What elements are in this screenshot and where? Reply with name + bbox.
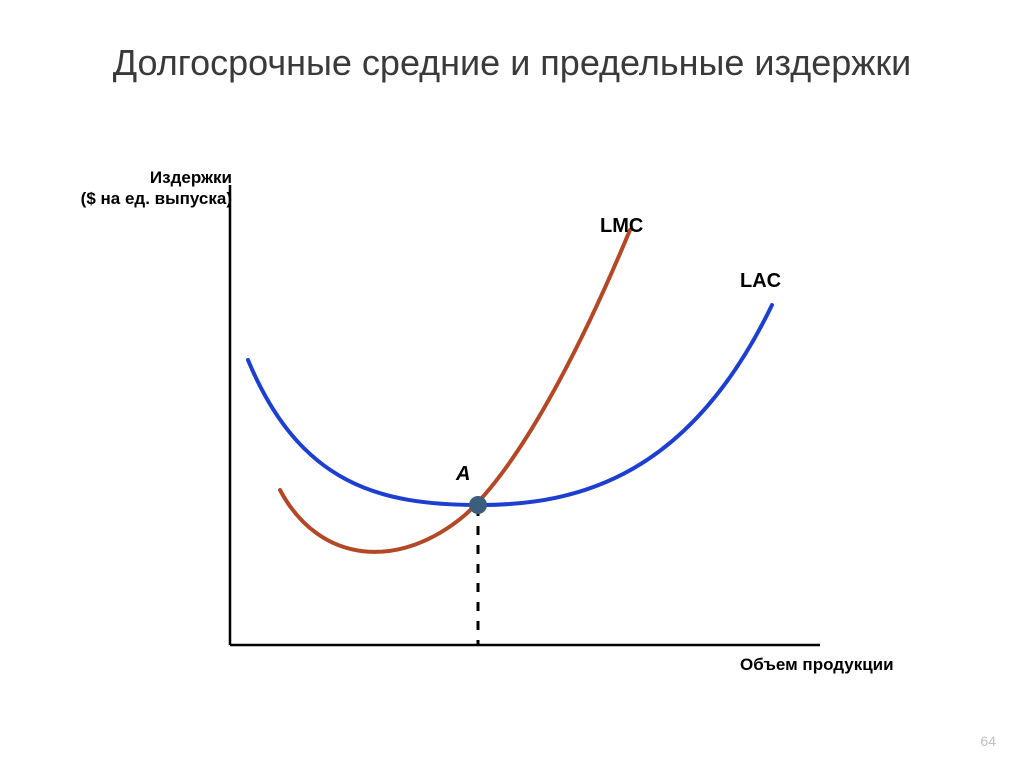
lac-label: LAC	[740, 270, 781, 293]
page-title: Долгосрочные средние и предельные издерж…	[0, 40, 1024, 85]
x-axis-label: Объем продукции	[740, 655, 894, 675]
point-a-label: A	[456, 463, 470, 486]
slide: Долгосрочные средние и предельные издерж…	[0, 0, 1024, 767]
chart-area: Издержки($ на ед. выпуска) LMC LAC A Объ…	[100, 175, 920, 695]
y-axis-label: Издержки($ на ед. выпуска)	[72, 167, 232, 210]
lmc-label: LMC	[600, 215, 643, 238]
lac-curve	[248, 305, 772, 505]
chart-svg	[100, 175, 920, 695]
point-a	[469, 496, 487, 514]
slide-number: 64	[980, 733, 996, 749]
